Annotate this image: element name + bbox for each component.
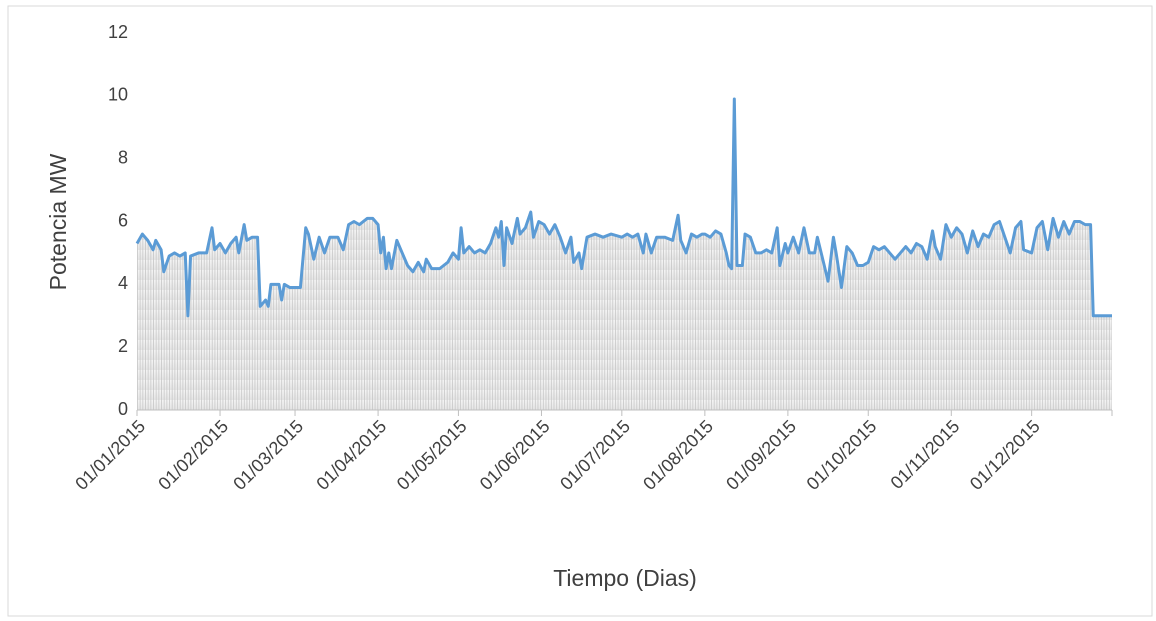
y-tick-label: 12 bbox=[108, 22, 128, 42]
x-tick-label: 01/05/2015 bbox=[393, 416, 471, 494]
x-tick-label: 01/10/2015 bbox=[803, 416, 881, 494]
x-tick-label: 01/02/2015 bbox=[154, 416, 232, 494]
y-axis-label: Potencia MW bbox=[45, 153, 71, 290]
x-tick-label: 01/09/2015 bbox=[722, 416, 800, 494]
x-tick-label: 01/08/2015 bbox=[639, 416, 717, 494]
x-tick-label: 01/03/2015 bbox=[229, 416, 307, 494]
chart-frame bbox=[7, 5, 1153, 617]
y-tick-label: 2 bbox=[118, 336, 128, 356]
line bbox=[135, 97, 1112, 318]
y-tick-label: 0 bbox=[118, 399, 128, 419]
x-tick-label: 01/12/2015 bbox=[966, 416, 1044, 494]
y-tick-label: 8 bbox=[118, 147, 128, 167]
x-tick-label: 01/07/2015 bbox=[556, 416, 634, 494]
area bbox=[137, 98, 1112, 410]
y-tick-label: 10 bbox=[108, 85, 128, 105]
x-tick-label: 01/04/2015 bbox=[312, 416, 390, 494]
x-tick-label: 01/06/2015 bbox=[476, 416, 554, 494]
x-axis-label: Tiempo (Dias) bbox=[553, 565, 697, 591]
x-tick-label: 01/01/2015 bbox=[71, 416, 149, 494]
x-tick-label: 01/11/2015 bbox=[887, 416, 964, 493]
y-tick-label: 4 bbox=[118, 273, 128, 293]
y-tick-label: 6 bbox=[118, 210, 128, 230]
